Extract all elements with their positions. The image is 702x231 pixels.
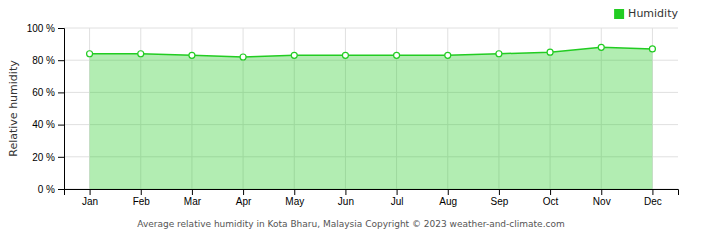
tick-mark — [652, 189, 653, 195]
tick: Aug — [439, 189, 457, 207]
tick: Oct — [543, 189, 559, 207]
tick-mark — [58, 157, 64, 158]
tick-label: Jul — [391, 196, 404, 207]
tick-mark — [58, 28, 64, 29]
tick: Dec — [644, 189, 662, 207]
legend-swatch — [614, 9, 624, 19]
tick-mark — [90, 189, 91, 195]
tick: Jan — [82, 189, 98, 207]
tick: 60 % — [32, 87, 64, 98]
marker — [291, 52, 297, 58]
tick: Jul — [391, 189, 404, 207]
tick-mark — [58, 125, 64, 126]
tick: 100 % — [27, 23, 64, 34]
tick: Apr — [236, 189, 252, 207]
marker — [138, 51, 144, 57]
tick-label: 0 % — [38, 184, 55, 195]
grid — [64, 28, 678, 189]
tick-label: Apr — [236, 196, 252, 207]
tick-mark — [58, 92, 64, 93]
legend: Humidity — [614, 7, 678, 20]
tick-mark — [141, 189, 142, 195]
x-axis: Jan Feb Mar Apr May Jun Jul Aug Sep Oct Nov Dec — [65, 189, 679, 207]
marker — [189, 52, 195, 58]
tick-mark — [294, 189, 295, 195]
tick: 40 % — [32, 119, 64, 130]
tick-label: Oct — [543, 196, 559, 207]
tick-label: Dec — [644, 196, 662, 207]
area — [90, 47, 653, 189]
tick-mark — [397, 189, 398, 195]
tick: May — [285, 189, 304, 207]
tick-label: 20 % — [32, 152, 55, 163]
y-axis-title: Relative humidity — [7, 60, 20, 157]
tick-label: 40 % — [32, 119, 55, 130]
tick-mark — [58, 60, 64, 61]
marker — [649, 46, 655, 52]
tick-label: 60 % — [32, 87, 55, 98]
tick-label: May — [285, 196, 304, 207]
y-axis: 0 % 20 % 40 % 60 % 80 % 100 % — [27, 23, 65, 195]
axis-line — [65, 190, 679, 196]
tick-label: Jun — [338, 196, 354, 207]
marker — [342, 52, 348, 58]
legend-label: Humidity — [628, 7, 678, 20]
tick: Mar — [184, 189, 202, 207]
tick-mark — [345, 189, 346, 195]
marks — [87, 44, 656, 189]
tick-label: Mar — [184, 196, 202, 207]
legend-item: Humidity — [614, 7, 678, 20]
annotation: Average relative humidity in Kota Bharu,… — [137, 219, 564, 229]
axis-line — [58, 29, 65, 190]
marker — [240, 54, 246, 60]
tick-label: 100 % — [27, 23, 55, 34]
tick: 80 % — [32, 55, 64, 66]
tick: Jun — [338, 189, 354, 207]
tick-mark — [601, 189, 602, 195]
chart: Jan Feb Mar Apr May Jun Jul Aug Sep Oct Nov Dec 0 % 2… — [0, 0, 702, 231]
tick: Feb — [133, 189, 151, 207]
tick: Sep — [491, 189, 509, 207]
tick-label: Nov — [593, 196, 611, 207]
tick-mark — [192, 189, 193, 195]
marker — [87, 51, 93, 57]
tick-label: Feb — [133, 196, 151, 207]
tick: 0 % — [38, 184, 64, 195]
tick: Nov — [593, 189, 611, 207]
tick: 20 % — [32, 152, 64, 163]
marker — [496, 51, 502, 57]
marker — [445, 52, 451, 58]
marker — [394, 52, 400, 58]
tick-label: Jan — [82, 196, 98, 207]
tick-mark — [58, 189, 64, 190]
tick-mark — [550, 189, 551, 195]
marker — [598, 44, 604, 50]
tick-mark — [448, 189, 449, 195]
tick-label: Sep — [491, 196, 509, 207]
tick-mark — [243, 189, 244, 195]
tick-label: 80 % — [32, 55, 55, 66]
tick-mark — [499, 189, 500, 195]
line — [90, 47, 653, 57]
plot: Jan Feb Mar Apr May Jun Jul Aug Sep Oct Nov Dec 0 % 2… — [27, 23, 679, 207]
marker — [547, 49, 553, 55]
tick-label: Aug — [439, 196, 457, 207]
grid-line — [64, 28, 678, 29]
